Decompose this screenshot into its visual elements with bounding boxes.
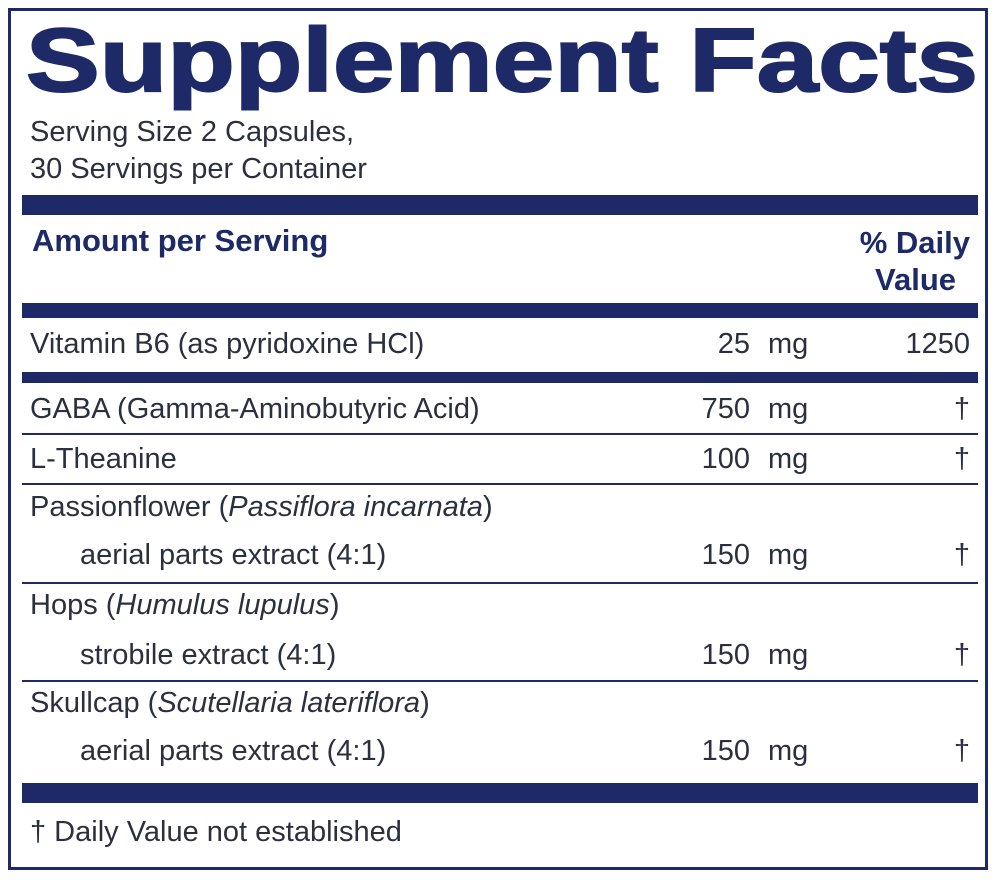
title-svg: Supplement Facts: [25, 10, 979, 112]
amount: 100: [701, 443, 750, 475]
daily-value: †: [953, 735, 970, 767]
unit: mg: [768, 539, 809, 571]
servings: 30 Servings per Container: [30, 153, 367, 185]
label-border: [8, 8, 988, 870]
daily-value: †: [953, 393, 970, 425]
name-part: Hops (: [30, 589, 116, 621]
thick-rule: [22, 195, 978, 215]
unit: mg: [768, 735, 809, 767]
thin-rule: [22, 483, 978, 485]
ingredient-detail: aerial parts extract (4:1): [80, 539, 387, 571]
amount: 25: [717, 328, 750, 360]
ingredient-name: Skullcap (Scutellaria lateriflora): [30, 689, 430, 718]
ingredient-name: Passionflower (Passiflora incarnata): [30, 493, 493, 522]
ingredient-name: L-Theanine: [30, 443, 177, 475]
dv-header: Value: [875, 262, 956, 297]
serving-size: Serving Size 2 Capsules,: [30, 116, 354, 148]
amount: 750: [701, 393, 750, 425]
unit: mg: [768, 328, 809, 360]
footnote: † Daily Value not established: [30, 816, 402, 848]
amount-header: Amount per Serving: [32, 223, 329, 258]
unit: mg: [768, 639, 809, 671]
name-part: Passionflower (: [30, 491, 229, 523]
thick-rule: [22, 783, 978, 803]
daily-value: 1250: [905, 328, 970, 360]
name-part: ): [482, 491, 493, 523]
thin-rule: [22, 680, 978, 682]
thin-rule: [22, 582, 978, 584]
ingredient-detail: strobile extract (4:1): [80, 639, 337, 671]
thick-rule: [22, 303, 978, 318]
thin-rule: [22, 433, 978, 435]
latin-name: Humulus lupulus: [115, 589, 330, 621]
dv-header: % Daily: [859, 225, 970, 260]
name-part: Skullcap (: [30, 687, 158, 719]
daily-value: †: [953, 443, 970, 475]
name-part: ): [420, 687, 430, 719]
ingredient-name: GABA (Gamma-Aminobutyric Acid): [30, 393, 480, 425]
ingredient-name: Hops (Humulus lupulus): [30, 591, 339, 620]
unit: mg: [768, 393, 809, 425]
amount: 150: [701, 539, 750, 571]
ingredient-name: Vitamin B6 (as pyridoxine HCl): [30, 328, 425, 360]
unit: mg: [768, 443, 809, 475]
daily-value: †: [953, 539, 970, 571]
latin-name: Scutellaria lateriflora: [157, 687, 421, 719]
amount: 150: [701, 735, 750, 767]
thick-rule: [22, 372, 978, 383]
name-part: ): [329, 589, 340, 621]
daily-value: †: [953, 639, 970, 671]
latin-name: Passiflora incarnata: [228, 491, 483, 523]
ingredient-detail: aerial parts extract (4:1): [80, 735, 387, 767]
amount: 150: [701, 639, 750, 671]
title: Supplement Facts: [26, 11, 978, 111]
